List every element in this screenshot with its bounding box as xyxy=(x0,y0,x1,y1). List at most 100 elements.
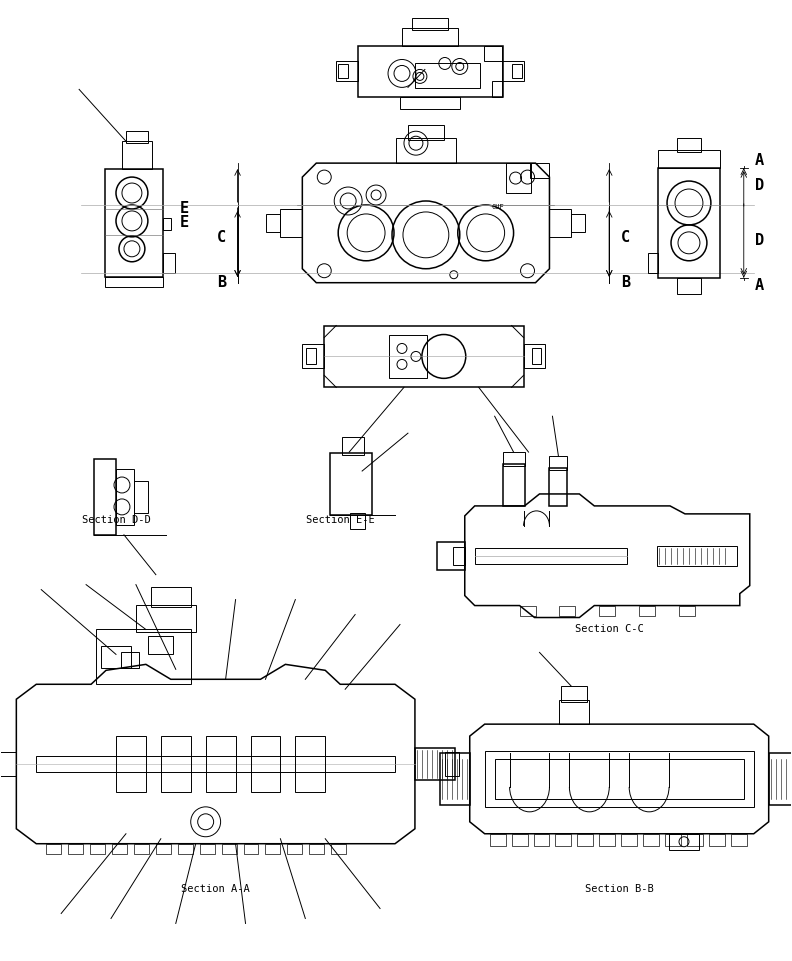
Bar xyxy=(648,253,658,273)
Bar xyxy=(338,64,348,79)
Bar xyxy=(657,546,737,566)
Bar xyxy=(677,278,701,294)
Text: CUF: CUF xyxy=(491,204,504,209)
Bar xyxy=(307,349,316,364)
Bar xyxy=(505,163,531,193)
Bar xyxy=(90,844,105,853)
Bar xyxy=(396,138,455,163)
Bar xyxy=(474,548,627,564)
Bar xyxy=(330,453,372,515)
Bar xyxy=(331,844,346,853)
Bar xyxy=(437,542,465,570)
Bar xyxy=(342,437,364,456)
Bar xyxy=(134,481,148,513)
Bar xyxy=(679,605,695,616)
Text: A: A xyxy=(755,153,764,167)
Bar xyxy=(658,168,720,278)
Bar xyxy=(136,604,196,632)
Bar xyxy=(415,748,455,780)
Bar xyxy=(530,163,550,178)
Bar xyxy=(600,834,615,846)
Text: E: E xyxy=(181,202,189,216)
Bar xyxy=(550,209,571,236)
Bar xyxy=(639,605,655,616)
Text: D: D xyxy=(755,178,764,192)
Bar xyxy=(658,150,720,168)
Bar xyxy=(484,45,501,62)
Bar xyxy=(577,834,593,846)
Bar xyxy=(524,344,546,368)
Text: A: A xyxy=(755,278,764,293)
Bar xyxy=(150,586,191,606)
Bar xyxy=(163,253,175,273)
Bar xyxy=(485,752,754,807)
Bar xyxy=(440,753,470,805)
Bar xyxy=(96,629,191,684)
Bar xyxy=(769,753,792,805)
Bar xyxy=(163,218,171,230)
Bar xyxy=(531,349,542,364)
Bar xyxy=(68,844,83,853)
Text: E: E xyxy=(181,215,189,231)
Text: C: C xyxy=(621,231,630,245)
Bar xyxy=(445,752,459,776)
Text: Section B-B: Section B-B xyxy=(584,883,653,894)
Bar xyxy=(222,844,237,853)
Bar xyxy=(0,752,17,776)
Bar xyxy=(501,62,524,82)
Bar xyxy=(112,844,127,853)
Bar xyxy=(156,844,171,853)
Bar xyxy=(389,334,427,379)
Text: Section C-C: Section C-C xyxy=(575,625,644,634)
Bar xyxy=(310,844,324,853)
Bar xyxy=(287,844,303,853)
Bar xyxy=(665,834,681,846)
Bar xyxy=(559,701,589,725)
Bar xyxy=(324,326,524,387)
Bar xyxy=(265,844,280,853)
Text: B: B xyxy=(621,275,630,290)
Bar xyxy=(669,834,699,850)
Bar xyxy=(677,138,701,152)
Bar xyxy=(571,214,585,232)
Bar xyxy=(200,844,215,853)
Bar xyxy=(621,834,637,846)
Bar xyxy=(350,513,365,529)
Bar xyxy=(559,605,575,616)
Bar xyxy=(512,64,522,79)
Bar xyxy=(503,452,524,466)
Bar xyxy=(709,834,725,846)
Text: Section A-A: Section A-A xyxy=(181,883,250,894)
Bar xyxy=(687,834,703,846)
Bar xyxy=(408,125,444,140)
Bar xyxy=(512,834,527,846)
Bar xyxy=(266,214,280,232)
Bar xyxy=(243,844,258,853)
Bar xyxy=(126,132,148,143)
Bar xyxy=(94,459,116,535)
Bar xyxy=(206,736,235,792)
Bar xyxy=(116,736,146,792)
Bar xyxy=(489,834,505,846)
Bar xyxy=(550,468,567,505)
Bar xyxy=(600,605,615,616)
Text: Section D-D: Section D-D xyxy=(82,515,150,525)
Bar xyxy=(116,469,134,525)
Bar xyxy=(412,17,447,30)
Bar xyxy=(643,834,659,846)
Bar xyxy=(122,141,152,169)
Text: Section E-E: Section E-E xyxy=(306,515,375,525)
Bar xyxy=(177,844,192,853)
Bar xyxy=(134,844,149,853)
Bar xyxy=(503,464,524,505)
Bar xyxy=(453,547,465,565)
Bar xyxy=(555,834,571,846)
Bar xyxy=(550,456,567,470)
Bar xyxy=(161,736,191,792)
Bar xyxy=(495,759,744,799)
Bar xyxy=(36,756,395,772)
Bar xyxy=(562,686,588,702)
Bar xyxy=(105,277,163,286)
Bar xyxy=(101,647,131,668)
Bar xyxy=(337,62,358,82)
